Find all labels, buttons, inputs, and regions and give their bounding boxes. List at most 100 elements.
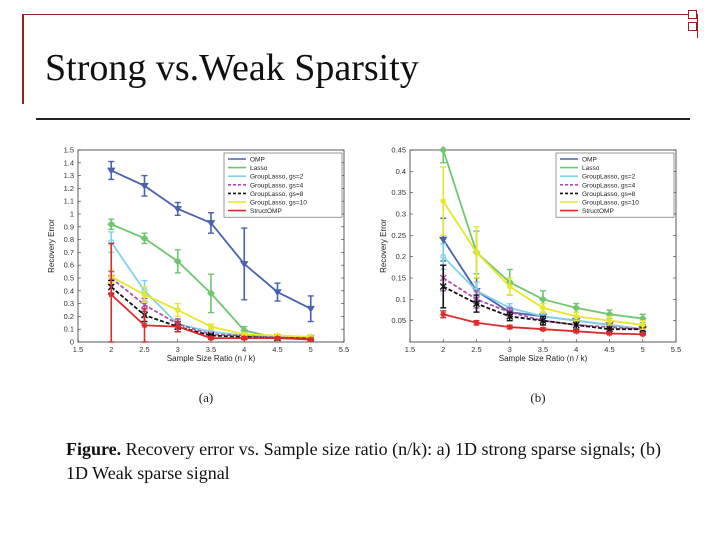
x-tick-label: 3 [176,345,180,354]
y-tick-label: 0.25 [391,231,406,240]
y-tick-label: 1.5 [64,146,74,155]
x-tick-label: 5.5 [671,345,681,354]
corner-square-icon [688,10,697,19]
data-point [306,305,316,313]
y-axis-label: Recovery Error [379,219,388,273]
x-tick-label: 1.5 [73,345,83,354]
data-point [473,319,480,326]
data-point [141,291,148,298]
series-StructOMP [440,310,646,338]
y-tick-label: 0.35 [391,188,406,197]
data-point [273,289,282,297]
data-point [572,303,581,312]
x-tick-label: 3 [508,345,512,354]
y-tick-label: 1.1 [64,197,74,206]
x-tick-label: 2.5 [139,345,149,354]
data-point [141,322,148,329]
data-point [606,330,613,337]
y-tick-label: 0.1 [64,325,74,334]
data-point [439,283,447,291]
data-point [106,167,116,175]
data-point [506,324,513,331]
data-point [539,295,547,304]
data-point [174,323,181,330]
x-axis-label: Sample Size Ratio (n / k) [499,354,588,363]
data-point [639,331,646,338]
x-tick-label: 4 [242,345,246,354]
left-accent-bar [22,14,24,104]
legend-label: GroupLasso, gs=2 [582,174,636,181]
y-tick-label: 0.7 [64,248,74,257]
legend-label: StructOMP [582,208,614,215]
data-point [140,183,149,190]
chart-panel-a: 1.5 2 2.5 3 3.5 4 4.5 5 5.5 0 0.1 0.2 0.3 0.4 0.5 0.6 0.… [47,146,349,406]
y-tick-label: 0.05 [391,316,406,325]
x-tick-label: 2.5 [471,345,481,354]
legend-label: Lasso [250,165,268,172]
legend-label: GroupLasso, gs=8 [250,191,304,198]
series-GroupLasso_gs10 [440,166,646,330]
x-tick-label: 4.5 [272,345,282,354]
legend-label: StructOMP [250,208,282,215]
y-tick-label: 0.3 [64,299,74,308]
x-tick-label: 2 [441,345,445,354]
legend-label: Lasso [582,165,600,172]
panel-label: (b) [530,390,545,405]
data-point [639,321,646,328]
data-point [140,234,149,243]
y-tick-label: 0.8 [64,235,74,244]
series-GroupLasso_gs8 [439,264,647,335]
y-tick-label: 0.15 [391,274,406,283]
data-point [206,220,216,227]
data-point [107,220,116,229]
corner-square-icon [688,22,697,31]
data-point [208,323,214,330]
x-tick-label: 2 [109,345,113,354]
data-point [108,291,115,298]
y-tick-label: 0.9 [64,222,74,231]
slide-title: Strong vs.Weak Sparsity [45,47,419,89]
y-tick-label: 0.4 [64,286,74,295]
x-tick-label: 4 [574,345,578,354]
data-point [539,317,547,325]
y-tick-label: 0 [70,338,74,347]
panel-label: (a) [199,390,213,405]
y-tick-label: 0.3 [396,210,406,219]
x-tick-label: 5.5 [339,345,349,354]
y-tick-label: 1.4 [64,158,74,167]
data-point [207,289,215,298]
y-tick-label: 1.3 [64,171,74,180]
series-StructOMP [108,242,314,343]
data-point [540,326,546,333]
y-tick-label: 0.5 [64,274,74,283]
legend-label: GroupLasso, gs=10 [250,200,307,207]
x-tick-label: 5 [309,345,313,354]
data-point [440,253,447,260]
data-point [173,257,182,266]
data-point [173,206,183,213]
figure-caption: Figure. Recovery error vs. Sample size r… [66,437,666,485]
data-point [506,283,513,290]
data-point [241,335,248,342]
legend-label: GroupLasso, gs=8 [582,191,636,198]
y-tick-label: 0.45 [391,146,406,155]
y-axis-label: Recovery Error [47,219,56,273]
chart-panel-b: 1.5 2 2.5 3 3.5 4 4.5 5 5.5 0.05 0.1 0.15 0.2 0.25 0.3… [379,146,681,406]
data-point [440,198,447,205]
x-tick-label: 1.5 [405,345,415,354]
data-point [573,313,580,320]
title-divider [36,118,690,120]
data-point [439,146,448,154]
legend-label: GroupLasso, gs=10 [582,200,639,207]
y-tick-label: 1 [70,210,74,219]
y-tick-label: 0.2 [64,312,74,321]
y-tick-label: 0.6 [64,261,74,270]
y-tick-label: 0.1 [396,295,406,304]
data-point [473,249,480,256]
legend-label: OMP [582,157,597,164]
x-tick-label: 5 [641,345,645,354]
y-tick-label: 1.2 [64,184,74,193]
data-point [274,335,281,342]
